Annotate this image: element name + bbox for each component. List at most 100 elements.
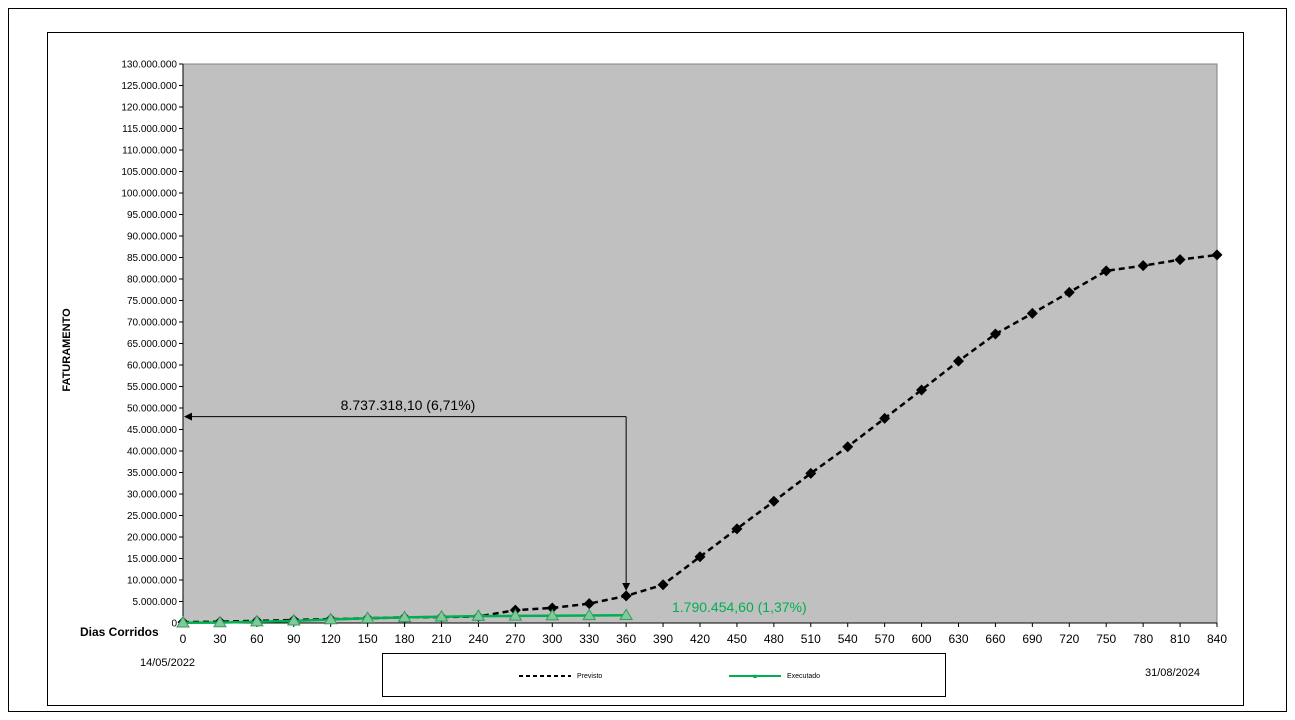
y-tick-label: 30.000.000 (127, 490, 177, 501)
data-point-executado (582, 608, 597, 621)
data-point-previsto (805, 467, 817, 479)
end-date-label: 31/08/2024 (1145, 667, 1201, 679)
y-tick-label: 110.000.000 (122, 146, 177, 157)
x-tick-label: 600 (912, 632, 932, 646)
x-tick-label: 360 (616, 632, 636, 646)
data-point-executado (323, 612, 338, 625)
x-tick-label: 60 (250, 632, 264, 646)
legend-swatch-previsto (519, 675, 571, 677)
x-tick-label: 810 (1170, 632, 1190, 646)
y-tick-label: 125.000.000 (121, 81, 177, 92)
y-tick-label: 0 (171, 619, 177, 630)
y-tick-label: 45.000.000 (127, 425, 177, 436)
data-point-executado (434, 609, 449, 622)
y-tick-label: 35.000.000 (127, 468, 177, 479)
data-point-executado (286, 613, 301, 626)
annotation-previsto-value: 8.737.318,10 (6,71%) (341, 397, 476, 413)
y-tick-label: 85.000.000 (127, 253, 177, 264)
x-tick-label: 180 (395, 632, 415, 646)
data-point-previsto (768, 495, 780, 507)
data-point-executado (176, 615, 190, 628)
y-tick-label: 80.000.000 (127, 275, 177, 286)
x-tick-label: 300 (542, 632, 562, 646)
y-tick-label: 70.000.000 (127, 318, 177, 329)
data-point-previsto (1137, 260, 1149, 272)
x-tick-label: 30 (213, 632, 227, 646)
x-tick-label: 330 (579, 632, 599, 646)
y-tick-label: 115.000.000 (122, 124, 177, 135)
y-tick-label: 50.000.000 (127, 404, 177, 415)
data-point-previsto (842, 441, 854, 453)
y-tick-label: 65.000.000 (127, 339, 177, 350)
y-tick-label: 60.000.000 (127, 361, 177, 372)
data-point-previsto (953, 355, 964, 367)
x-tick-label: 570 (875, 632, 895, 646)
y-axis-title: FATURAMENTO (61, 308, 73, 392)
x-tick-label: 690 (1022, 632, 1042, 646)
x-tick-label: 150 (358, 632, 378, 646)
data-point-previsto (546, 602, 558, 614)
data-point-previsto (1100, 265, 1112, 277)
data-point-previsto (916, 384, 928, 396)
start-date-label: 14/05/2022 (140, 657, 196, 669)
data-point-previsto (657, 579, 669, 591)
y-tick-label: 130.000.000 (121, 60, 177, 71)
data-point-executado (360, 611, 375, 623)
y-tick-label: 55.000.000 (127, 382, 177, 393)
y-tick-label: 40.000.000 (127, 447, 177, 458)
x-tick-label: 630 (948, 632, 968, 646)
data-point-previsto (1063, 286, 1075, 298)
data-point-executado (397, 610, 412, 623)
x-tick-label: 450 (727, 632, 747, 646)
y-tick-label: 90.000.000 (127, 232, 177, 243)
y-tick-label: 5.000.000 (133, 597, 178, 608)
x-tick-label: 660 (985, 632, 1005, 646)
y-tick-label: 105.000.000 (121, 167, 177, 178)
x-tick-label: 120 (321, 632, 341, 646)
annotation-executado-value: 1.790.454,60 (1,37%) (672, 599, 807, 615)
x-tick-label: 0 (180, 632, 187, 646)
data-point-previsto (879, 412, 891, 424)
legend-label-previsto: Previsto (577, 672, 603, 680)
data-point-previsto (1026, 307, 1038, 319)
x-tick-label: 750 (1096, 632, 1116, 646)
data-point-executado (545, 608, 560, 621)
x-axis-title: Dias Corridos (80, 625, 159, 639)
legend-swatch-executado (729, 674, 781, 678)
x-tick-label: 510 (801, 632, 821, 646)
x-tick-label: 390 (653, 632, 673, 646)
y-tick-label: 95.000.000 (127, 210, 177, 221)
plot-area (182, 63, 1218, 624)
x-tick-label: 840 (1207, 632, 1227, 646)
legend: Previsto Executado (382, 653, 946, 697)
data-point-executado (508, 608, 523, 621)
x-tick-label: 540 (838, 632, 858, 646)
legend-item-previsto: Previsto (519, 669, 602, 683)
data-point-previsto (1211, 249, 1223, 261)
x-tick-label: 480 (764, 632, 784, 646)
legend-label-executado: Executado (787, 672, 821, 680)
data-point-executado (249, 614, 264, 627)
x-tick-label: 780 (1133, 632, 1153, 646)
data-point-previsto (620, 590, 632, 602)
y-tick-label: 10.000.000 (127, 576, 177, 587)
y-tick-label: 25.000.000 (127, 511, 177, 522)
x-tick-label: 720 (1059, 632, 1079, 646)
y-tick-label: 20.000.000 (127, 533, 177, 544)
y-tick-label: 15.000.000 (127, 554, 177, 565)
y-tick-label: 75.000.000 (127, 296, 177, 307)
annotation-layer (184, 412, 631, 591)
data-point-previsto (989, 328, 1001, 340)
x-axis: 0 30 60 90 120 150 180 210 240 270 300 330 360 390 420… (180, 622, 1227, 646)
x-tick-label: 240 (468, 632, 488, 646)
data-point-previsto (1174, 254, 1186, 266)
x-tick-label: 90 (287, 632, 301, 646)
legend-item-executado: Executado (729, 669, 820, 683)
data-point-previsto (731, 523, 743, 535)
y-tick-label: 100.000.000 (121, 189, 177, 200)
y-axis: 0 5.000.000 10.000.000 15.000.000 20.000.000… (121, 60, 184, 630)
y-tick-label: 120.000.000 (121, 103, 177, 114)
data-point-executado (471, 609, 486, 621)
data-point-executado (213, 615, 227, 628)
